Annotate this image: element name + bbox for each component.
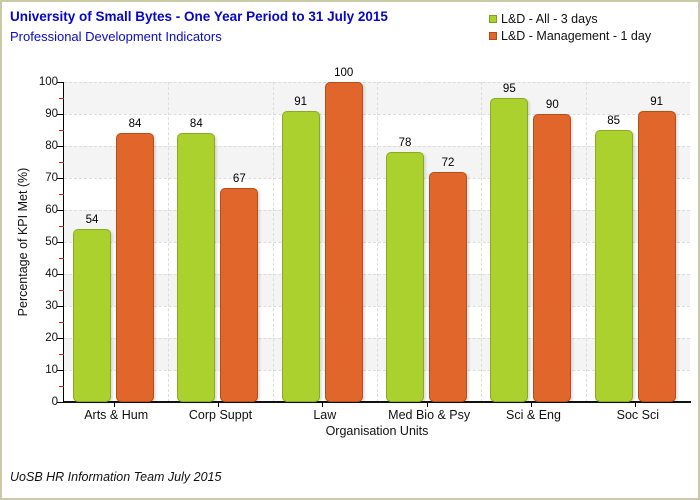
y-axis-major-tick [57,369,64,371]
y-axis-major-tick [57,145,64,147]
y-axis-major-tick [57,273,64,275]
y-axis-tick-label: 70 [45,172,58,184]
y-axis-tick-label: 40 [45,268,58,280]
x-axis-tick [322,403,324,407]
legend-swatch-orange-icon [489,31,497,40]
bar-management-5 [637,110,676,402]
y-axis-minor-tick [59,257,64,259]
bar-value-label: 100 [334,67,354,79]
y-axis-major-tick [57,209,64,211]
legend-item-all: L&D - All - 3 days [489,10,651,27]
bar-management-1 [220,187,259,402]
bar-all-0 [73,229,111,402]
x-axis-category-label: Sci & Eng [506,408,561,422]
bar-all-2 [281,110,320,402]
bar-value-label: 85 [607,115,621,127]
x-axis-tick [113,403,115,407]
bar-management-3 [429,171,467,402]
y-axis-major-tick [57,305,64,307]
legend-label-management: L&D - Management - 1 day [501,28,652,43]
gridline-vertical [481,82,483,402]
page-subtitle: Professional Development Indicators [10,29,222,44]
bar-all-3 [386,152,424,402]
x-axis-tick [530,403,532,407]
bar-management-2 [324,82,363,402]
y-axis-tick-label: 100 [38,76,58,88]
y-axis-major-tick [57,177,64,179]
x-axis-category-label: Law [313,408,337,422]
x-axis-category-label: Arts & Hum [84,408,149,422]
bar-value-label: 95 [502,83,516,95]
y-axis-tick-label: 90 [45,108,58,120]
gridline-vertical [585,82,587,402]
gridline-vertical [272,82,274,402]
y-axis-tick-label: 60 [45,204,58,216]
y-axis-minor-tick [59,129,64,131]
x-axis-tick [217,403,219,407]
bar-management-0 [116,133,154,402]
y-axis-major-tick [57,337,64,339]
x-axis-title: Organisation Units [325,424,429,438]
bar-value-label: 84 [128,118,142,131]
bar-value-label: 84 [189,118,203,131]
x-axis-category-label: Soc Sci [616,408,660,422]
bar-value-label: 91 [294,95,308,108]
plot-area: 0 10 20 30 40 50 60 70 80 90 100 54 84 Arts & Hum 84 67… [39,67,691,422]
x-axis-category-label: Corp Suppt [188,408,253,422]
y-axis-minor-tick [59,161,64,163]
y-axis-minor-tick [59,353,64,355]
y-axis-tick-label: 10 [45,364,58,376]
y-axis-tick-label: 80 [45,140,58,152]
legend-swatch-green-icon [489,14,497,23]
y-axis-tick-label: 30 [45,300,58,312]
bar-value-label: 90 [545,99,559,111]
gridline-vertical [168,82,170,402]
gridline-vertical [377,82,378,402]
x-axis-tick [635,403,637,407]
bar-management-4 [533,114,572,402]
page-title: University of Small Bytes - One Year Per… [10,9,388,24]
y-axis-minor-tick [59,225,64,227]
x-axis-line [63,401,691,403]
x-axis-category-label: Med Bio & Psy [388,408,471,422]
bar-value-label: 91 [650,95,664,108]
bar-all-1 [177,133,216,402]
y-axis-minor-tick [59,97,64,99]
chart-legend: L&D - All - 3 days L&D - Management - 1 … [489,10,651,44]
bar-all-4 [490,98,529,402]
legend-label-all: L&D - All - 3 days [501,11,598,26]
y-axis-tick-label: 50 [45,236,58,248]
bar-value-label: 67 [232,172,246,185]
y-axis-tick-label: 20 [45,332,58,344]
y-axis-major-tick [57,401,64,403]
report-credit: UoSB HR Information Team July 2015 [10,470,222,484]
y-axis-minor-tick [59,289,64,291]
bar-value-label: 78 [398,137,412,150]
y-axis-major-tick [57,81,64,83]
y-axis-minor-tick [59,193,64,195]
y-axis-tick-label: 0 [51,396,58,408]
x-axis-tick [426,403,428,407]
legend-item-management: L&D - Management - 1 day [489,27,651,44]
y-axis-minor-tick [59,321,64,323]
y-axis-major-tick [57,241,64,243]
bar-all-5 [594,130,633,402]
bar-value-label: 72 [441,156,455,169]
y-axis-line [63,82,64,403]
y-axis-major-tick [57,113,64,115]
y-axis-minor-tick [59,385,64,387]
bar-value-label: 54 [85,214,99,227]
